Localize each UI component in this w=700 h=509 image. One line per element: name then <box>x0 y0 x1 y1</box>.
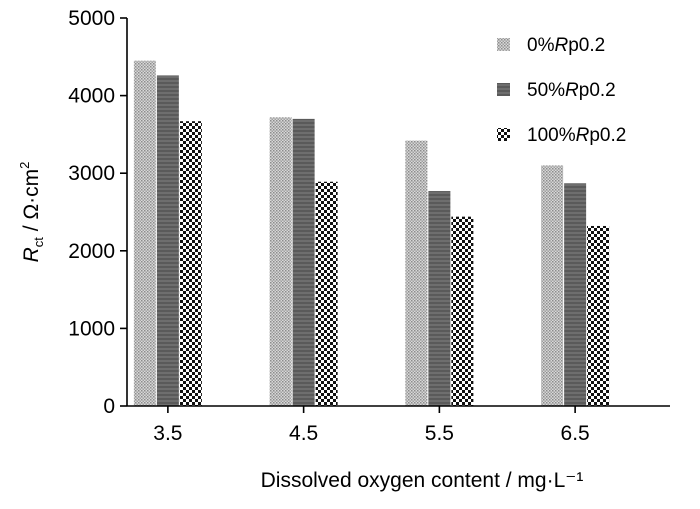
legend: 0%Rp0.2 50%Rp0.2 100%Rp0.2 <box>497 35 626 146</box>
bar-50%Rp0.2-6.5 <box>564 183 587 406</box>
bar-100%Rp0.2-6.5 <box>587 225 610 406</box>
y-tick-label: 5000 <box>68 7 115 30</box>
x-axis-ticks: 3.5 4.5 5.5 6.5 <box>153 406 590 445</box>
legend-swatch <box>497 128 510 141</box>
x-tick-label: 5.5 <box>425 422 454 445</box>
legend-swatch <box>497 83 510 96</box>
x-axis-title: Dissolved oxygen content / mg·L⁻¹ <box>261 469 584 492</box>
bar-0%Rp0.2-5.5 <box>405 140 428 406</box>
bar-0%Rp0.2-6.5 <box>541 165 564 406</box>
y-axis-ticks: 0 1000 2000 3000 4000 5000 <box>68 7 127 418</box>
x-tick-label: 4.5 <box>289 422 318 445</box>
y-tick-label: 3000 <box>68 162 115 185</box>
x-tick-label: 3.5 <box>153 422 182 445</box>
bar-100%Rp0.2-4.5 <box>315 181 338 406</box>
bar-100%Rp0.2-5.5 <box>451 216 474 406</box>
bar-0%Rp0.2-3.5 <box>133 60 156 407</box>
bar-50%Rp0.2-5.5 <box>428 191 451 406</box>
legend-swatch <box>497 38 510 51</box>
bar-50%Rp0.2-4.5 <box>292 118 315 406</box>
legend-label: 0%Rp0.2 <box>527 35 605 56</box>
y-tick-label: 4000 <box>68 85 115 108</box>
bar-100%Rp0.2-3.5 <box>179 121 202 406</box>
y-axis-title-symbol: R <box>20 247 43 262</box>
y-axis-title-unit: / Ω·cm <box>20 169 43 237</box>
y-axis-title: Rct / Ω·cm2 <box>17 162 46 263</box>
y-axis-title-subscript: ct <box>31 237 46 248</box>
y-tick-label: 2000 <box>68 240 115 263</box>
bar-50%Rp0.2-3.5 <box>156 75 179 406</box>
legend-label: 100%Rp0.2 <box>527 125 626 146</box>
y-tick-label: 1000 <box>68 317 115 340</box>
y-tick-label: 0 <box>103 395 115 418</box>
bar-0%Rp0.2-4.5 <box>269 117 292 406</box>
y-axis-title-superscript: 2 <box>17 162 32 169</box>
legend-label: 50%Rp0.2 <box>527 80 616 101</box>
bars-layer <box>133 60 610 407</box>
x-tick-label: 6.5 <box>561 422 590 445</box>
